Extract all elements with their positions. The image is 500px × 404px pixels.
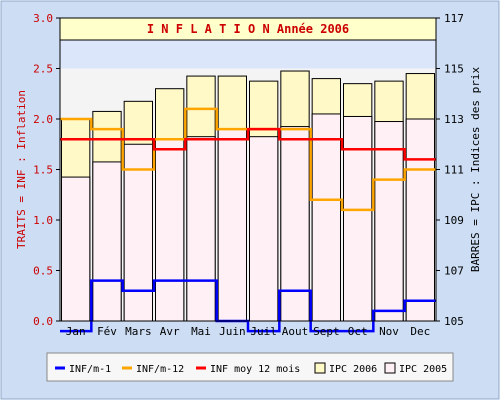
- right-axis-ticks: 105 107 109 111 113 115 117: [436, 12, 464, 328]
- x-tick-label: Mars: [125, 325, 152, 338]
- chart-title: I N F L A T I O N Année 2006: [147, 22, 349, 36]
- ipc-2005-bar: [61, 176, 91, 322]
- x-tick-label: Nov: [379, 325, 399, 338]
- inf-m12-line: [60, 107, 436, 212]
- ipc-2005-bar: [249, 136, 279, 322]
- ipc-2005-bar: [405, 118, 435, 322]
- legend-inf-m12-label: INF/m-12: [136, 364, 184, 375]
- left-tick-label: 3.0: [33, 12, 53, 25]
- ipc-2005-bar: [311, 113, 341, 322]
- left-tick-label: 2.0: [33, 113, 53, 126]
- legend: INF/m-1 INF/m-12 INF moy 12 mois IPC 2006 IP…: [46, 352, 454, 382]
- left-tick-label: 2.5: [33, 63, 53, 76]
- ipc-2005-bar: [343, 115, 373, 322]
- legend-inf-moy-label: INF moy 12 mois: [210, 364, 300, 375]
- ipc-2005-bar: [155, 138, 185, 322]
- x-tick-label: Avr: [160, 325, 180, 338]
- left-axis-label: TRAITS = INF : Inflation: [15, 90, 28, 249]
- ipc-2005-bars: [61, 113, 435, 322]
- inf-moy-line: [60, 127, 436, 161]
- left-tick-label: 1.0: [33, 214, 53, 227]
- left-axis-ticks: 0.0 0.5 1.0 1.5 2.0 2.5 3.0: [33, 12, 60, 328]
- legend-ipc-2005-label: IPC 2005: [399, 364, 447, 375]
- right-tick-label: 111: [444, 164, 464, 177]
- right-axis-label: BARRES = IPC : Indices des prix: [469, 66, 482, 272]
- ipc-2005-bar: [280, 126, 310, 322]
- x-axis-ticks: Jan Fév Mars Avr Mai Juin Juil Aout Sept Oct Nov De…: [66, 325, 431, 338]
- ipc-2005-bar: [92, 161, 122, 322]
- ipc-2005-bar: [186, 136, 216, 322]
- legend-ipc-2005-swatch: [384, 362, 396, 374]
- right-tick-label: 107: [444, 265, 464, 278]
- right-tick-label: 113: [444, 113, 464, 126]
- left-tick-label: 1.5: [33, 164, 53, 177]
- x-tick-label: Aout: [282, 325, 309, 338]
- right-tick-label: 105: [444, 315, 464, 328]
- x-tick-label: Juin: [219, 325, 246, 338]
- ipc-2005-bar: [217, 128, 248, 322]
- x-tick-label: Jan: [66, 325, 86, 338]
- x-tick-label: Sept: [313, 325, 340, 338]
- ipc-2005-bar: [123, 143, 153, 322]
- x-tick-label: Mai: [191, 325, 211, 338]
- x-tick-label: Dec: [410, 325, 430, 338]
- right-tick-label: 117: [444, 12, 464, 25]
- title-box: [59, 17, 437, 41]
- x-tick-label: Fév: [97, 325, 117, 338]
- right-tick-label: 115: [444, 63, 464, 76]
- ipc-2005-bar: [374, 121, 404, 322]
- left-tick-label: 0.5: [33, 265, 53, 278]
- x-tick-label: Oct: [348, 325, 368, 338]
- legend-inf-m1-label: INF/m-1: [69, 364, 111, 375]
- legend-ipc-2006-swatch: [314, 362, 326, 374]
- right-tick-label: 109: [444, 214, 464, 227]
- legend-ipc-2006-label: IPC 2006: [329, 364, 377, 375]
- left-tick-label: 0.0: [33, 315, 53, 328]
- x-tick-label: Juil: [250, 325, 277, 338]
